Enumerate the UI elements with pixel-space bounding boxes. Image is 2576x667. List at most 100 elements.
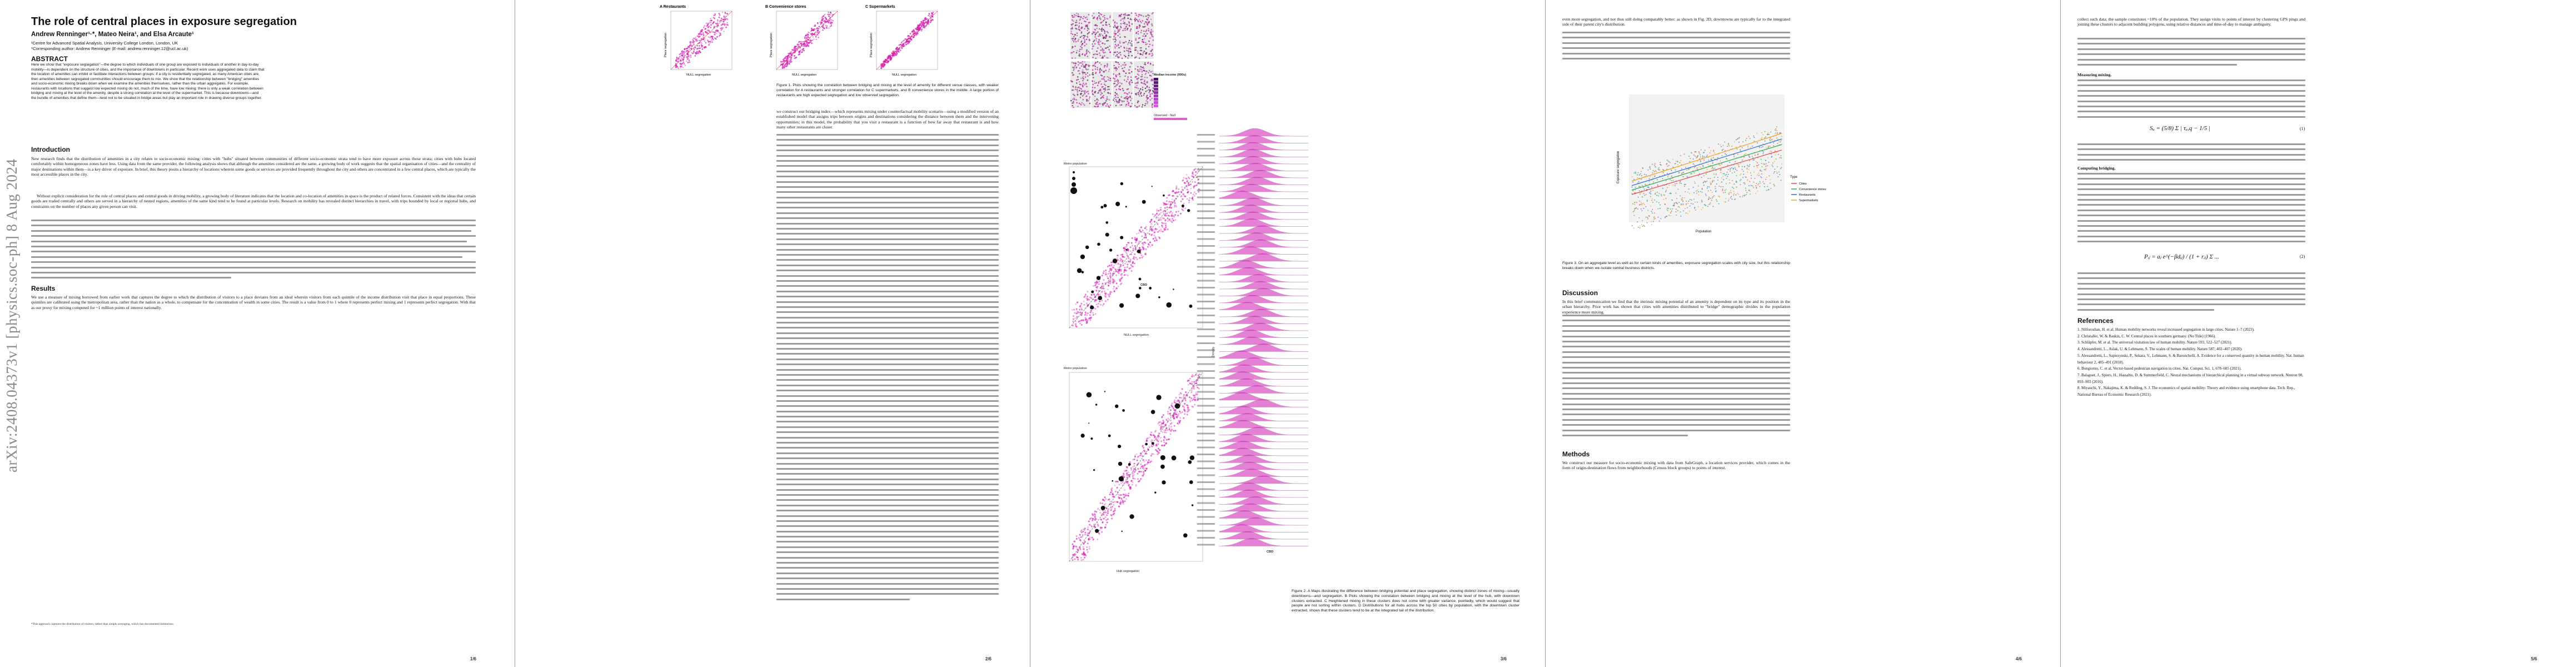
fig1-point bbox=[888, 55, 890, 57]
fig3-point bbox=[1763, 186, 1765, 188]
fig2-point bbox=[1154, 236, 1157, 238]
fig2-point bbox=[1164, 437, 1167, 439]
fig2-point bbox=[1106, 521, 1108, 524]
fig3-point bbox=[1756, 165, 1757, 167]
fig1-point bbox=[717, 29, 719, 32]
fig2-point bbox=[1132, 481, 1134, 484]
ridge-city-label bbox=[1197, 217, 1215, 219]
figure-1-caption: Figure 1. Plots showing the correlation … bbox=[776, 83, 999, 97]
fig2-point bbox=[1186, 393, 1188, 395]
fig3-point bbox=[1654, 165, 1656, 166]
fig3-point bbox=[1732, 186, 1733, 188]
fig1-point bbox=[697, 33, 700, 35]
fig2-point bbox=[1075, 545, 1077, 547]
fig1-point bbox=[896, 47, 898, 49]
fig1-point bbox=[693, 43, 695, 46]
fig2-point bbox=[1073, 545, 1075, 547]
fig1-point bbox=[905, 43, 907, 46]
fig3-point bbox=[1749, 164, 1751, 166]
fig3-point bbox=[1770, 182, 1771, 184]
fig2-point bbox=[1138, 242, 1140, 244]
fig2-point bbox=[1180, 195, 1183, 197]
fig3-point bbox=[1675, 208, 1677, 210]
fig1-point bbox=[911, 30, 913, 32]
fig2-point bbox=[1185, 391, 1187, 394]
fig1-point bbox=[705, 22, 707, 24]
fig3-point bbox=[1775, 171, 1777, 172]
fig2-point bbox=[1170, 213, 1173, 216]
fig2-point bbox=[1117, 271, 1119, 273]
fig2-point bbox=[1175, 397, 1177, 399]
fig3-point bbox=[1776, 133, 1778, 135]
fig1-point bbox=[891, 56, 894, 58]
fig2-point bbox=[1167, 228, 1169, 231]
page-number: 3/6 bbox=[1500, 656, 1507, 661]
fig3-point bbox=[1743, 173, 1745, 175]
fig2-point bbox=[1124, 493, 1127, 495]
fig1-point bbox=[677, 57, 680, 59]
fig1-point bbox=[706, 29, 709, 31]
fig3-point bbox=[1682, 201, 1683, 202]
fig3-point bbox=[1645, 216, 1647, 218]
fig3-point bbox=[1712, 196, 1714, 198]
fig2-point bbox=[1112, 501, 1114, 504]
fig2-point bbox=[1191, 175, 1193, 177]
fig2-point bbox=[1086, 314, 1088, 316]
fig3-point bbox=[1661, 165, 1662, 166]
fig2-point bbox=[1120, 264, 1122, 266]
fig1-point bbox=[811, 32, 813, 34]
fig1-point bbox=[930, 19, 932, 21]
fig1-point bbox=[680, 60, 682, 62]
fig3-point bbox=[1706, 168, 1708, 170]
fig1-point bbox=[804, 46, 806, 47]
fig3-point bbox=[1759, 186, 1761, 187]
fig3-point bbox=[1730, 197, 1731, 199]
fig3-point bbox=[1776, 166, 1778, 168]
fig1-point bbox=[887, 59, 889, 62]
computing-lines bbox=[2077, 173, 2305, 246]
fig1-point bbox=[806, 41, 808, 43]
fig1-point bbox=[694, 55, 696, 57]
fig2-point bbox=[1107, 293, 1109, 296]
fig1-point bbox=[785, 57, 786, 59]
fig2-point bbox=[1149, 221, 1152, 223]
fig3-point bbox=[1776, 126, 1777, 128]
fig3-point bbox=[1743, 157, 1745, 158]
fig3-point bbox=[1691, 199, 1692, 201]
ridge-city-label bbox=[1197, 481, 1215, 483]
fig1-point bbox=[901, 46, 903, 48]
fig1-point bbox=[714, 13, 716, 15]
fig3-point bbox=[1648, 181, 1650, 182]
fig2-point bbox=[1084, 541, 1086, 543]
fig3-point bbox=[1642, 226, 1643, 227]
fig2-point bbox=[1107, 265, 1109, 267]
fig2-point bbox=[1120, 274, 1123, 276]
fig2-point bbox=[1173, 414, 1175, 416]
fig3-point bbox=[1712, 180, 1713, 181]
fig2-point bbox=[1108, 295, 1110, 297]
fig2-point bbox=[1172, 195, 1174, 197]
fig2-point bbox=[1097, 293, 1099, 296]
fig2-cbd-point bbox=[1095, 404, 1098, 406]
fig1-point bbox=[785, 56, 787, 58]
fig2-point bbox=[1184, 402, 1186, 405]
fig1-point bbox=[675, 66, 677, 68]
fig1-point bbox=[884, 64, 886, 66]
fig1-point bbox=[690, 56, 692, 58]
fig3-point bbox=[1770, 137, 1771, 139]
fig1-point bbox=[913, 31, 915, 33]
page-number: 2/6 bbox=[985, 656, 991, 661]
fig2-cbd-point bbox=[1086, 392, 1092, 398]
fig2-point bbox=[1182, 198, 1184, 200]
fig1-point bbox=[694, 47, 696, 49]
fig2-point bbox=[1172, 215, 1174, 217]
ridge-curve bbox=[1219, 517, 1308, 526]
fig2-point bbox=[1080, 559, 1083, 561]
fig1-point bbox=[903, 39, 905, 41]
fig3-point bbox=[1728, 143, 1730, 145]
fig2-point bbox=[1190, 183, 1192, 186]
fig2-point bbox=[1118, 494, 1120, 496]
fig3-point bbox=[1733, 171, 1735, 173]
fig2-point bbox=[1122, 264, 1124, 266]
fig3-point bbox=[1761, 173, 1762, 175]
